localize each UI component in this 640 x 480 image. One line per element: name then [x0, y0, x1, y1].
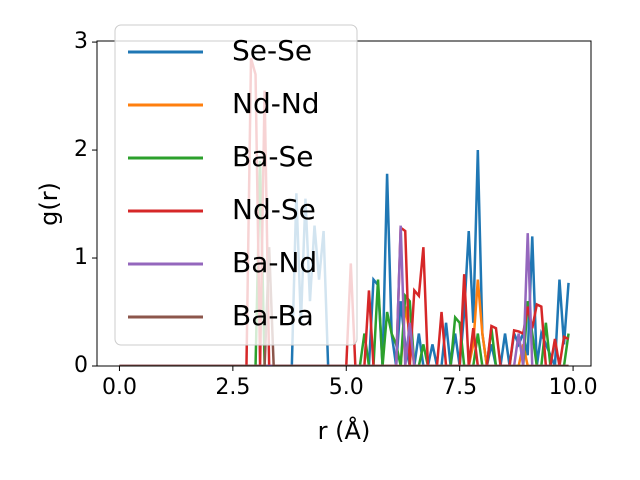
y-tick-label: 1: [74, 245, 88, 270]
x-tick-label: 10.0: [549, 375, 598, 400]
y-axis-label: g(r): [35, 182, 63, 226]
legend-box: [114, 24, 358, 346]
legend-label: Ba-Ba: [232, 299, 314, 332]
x-tick-label: 7.5: [442, 375, 477, 400]
legend-label: Ba-Se: [232, 140, 313, 173]
series-line: [119, 57, 570, 366]
legend-label: Se-Se: [232, 34, 312, 67]
legend-label: Ba-Nd: [232, 246, 317, 279]
legend-label: Nd-Se: [232, 193, 316, 226]
y-tick-label: 0: [74, 353, 88, 378]
x-tick-label: 0.0: [102, 375, 137, 400]
x-axis-label: r (Å): [318, 416, 371, 445]
x-tick-label: 2.5: [215, 375, 250, 400]
y-tick-label: 3: [74, 29, 88, 54]
y-tick-label: 2: [74, 137, 88, 162]
x-tick-label: 5.0: [329, 375, 364, 400]
legend: Se-Se Nd-Nd Ba-Se Nd-Se Ba-Nd Ba-Ba: [114, 24, 358, 346]
legend-label: Nd-Nd: [232, 87, 320, 120]
series-line: [119, 160, 570, 366]
